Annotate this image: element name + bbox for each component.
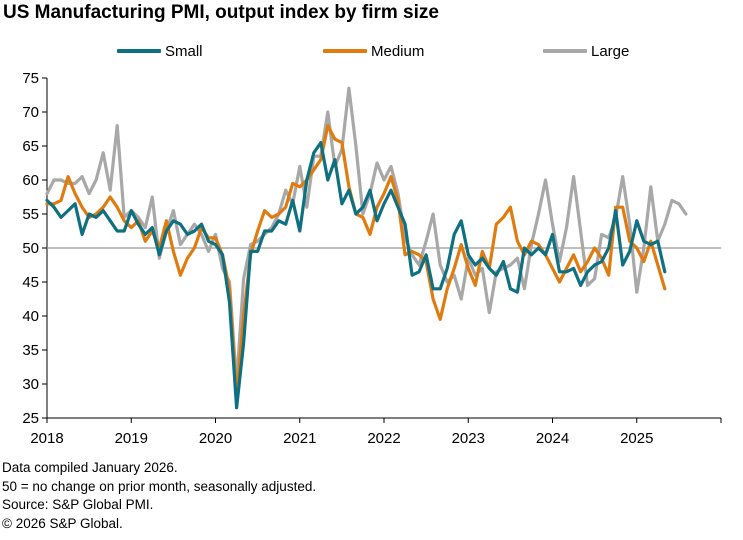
y-tick-label-55: 55: [22, 206, 39, 223]
note-definition: 50 = no change on prior month, seasonall…: [2, 478, 317, 494]
y-tick-label-60: 60: [22, 172, 39, 189]
legend-label-small: Small: [165, 42, 203, 60]
legend-swatch-large: [543, 49, 587, 53]
x-tick-label-2023: 2023: [452, 430, 485, 447]
legend-item-large: Large: [543, 40, 629, 62]
legend-label-large: Large: [591, 42, 630, 60]
series-line-medium: [45, 123, 667, 400]
note-copyright: © 2026 S&P Global.: [2, 515, 123, 531]
x-tick-label-2021: 2021: [283, 430, 316, 447]
legend-item-medium: Medium: [323, 40, 424, 62]
legend-swatch-medium: [323, 49, 367, 53]
series-line-small: [45, 140, 667, 410]
y-tick-label-35: 35: [22, 342, 39, 359]
legend-label-medium: Medium: [371, 42, 425, 60]
y-tick-label-25: 25: [22, 410, 39, 427]
y-tick-label-75: 75: [22, 70, 39, 87]
note-source: Source: S&P Global PMI.: [2, 497, 154, 513]
chart-title: US Manufacturing PMI, output index by fi…: [3, 2, 439, 23]
y-tick-label-45: 45: [22, 274, 39, 291]
chart-legend: Small Medium Large: [0, 40, 743, 62]
y-tick-label-30: 30: [22, 376, 39, 393]
legend-item-small: Small: [117, 40, 203, 62]
y-tick-label-70: 70: [22, 104, 39, 121]
x-tick-label-2018: 2018: [30, 430, 63, 447]
x-tick-label-2020: 2020: [199, 430, 232, 447]
note-compiled: Data compiled January 2026.: [2, 460, 178, 475]
x-tick-label-2025: 2025: [620, 430, 653, 447]
series-line-large: [45, 86, 688, 386]
legend-swatch-small: [117, 49, 161, 53]
y-tick-label-65: 65: [22, 138, 39, 155]
x-tick-label-2024: 2024: [536, 430, 569, 447]
x-tick-label-2022: 2022: [367, 430, 400, 447]
line-chart: 25 30 35 40 45 50 55 60 65 70 75 2018 2019 2020 2021 20…: [22, 70, 722, 447]
y-tick-label-40: 40: [22, 308, 39, 325]
x-tick-label-2019: 2019: [115, 430, 148, 447]
y-tick-label-50: 50: [22, 240, 39, 257]
chart-notes: Data compiled January 2026. 50 = no chan…: [2, 459, 316, 533]
